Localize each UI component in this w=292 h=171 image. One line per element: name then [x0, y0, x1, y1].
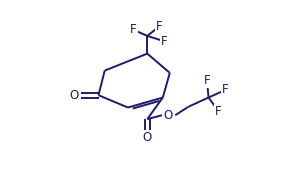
Text: F: F	[130, 23, 137, 36]
Text: O: O	[164, 109, 173, 122]
Text: F: F	[222, 83, 229, 96]
Text: F: F	[161, 35, 168, 48]
Text: F: F	[215, 105, 222, 118]
Text: F: F	[204, 74, 210, 87]
Text: F: F	[156, 20, 162, 33]
Text: O: O	[69, 89, 78, 102]
Text: O: O	[143, 131, 152, 144]
